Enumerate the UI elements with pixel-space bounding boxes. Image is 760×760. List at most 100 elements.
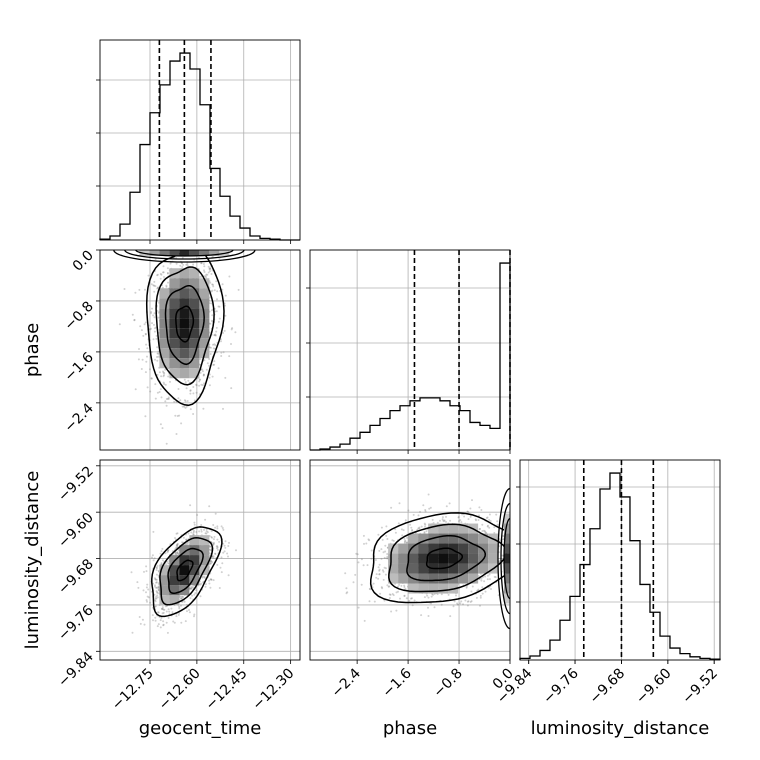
panel-geocent-time-vs-phase-point-175 xyxy=(123,288,126,290)
histogram-geocent-time-frame xyxy=(99,39,301,241)
panel-phase-vs-luminosity-distance-block--5-0 xyxy=(388,553,399,564)
panel-geocent-time-vs-luminosity-distance-point-18 xyxy=(141,618,144,621)
panel-phase-vs-luminosity-distance-point-507 xyxy=(363,619,366,622)
panel-phase-vs-luminosity-distance-point-1313 xyxy=(469,601,472,603)
panel-phase-vs-luminosity-distance-point-721 xyxy=(481,530,484,532)
panel-geocent-time-vs-luminosity-distance-point-782 xyxy=(218,587,221,589)
panel-geocent-time-vs-phase-point-1227 xyxy=(183,405,186,408)
panel-geocent-time-vs-phase-point-1275 xyxy=(138,348,140,350)
panel-geocent-time-vs-phase-point-635 xyxy=(154,358,156,361)
panel-phase-vs-luminosity-distance-point-717 xyxy=(440,593,443,596)
panel-geocent-time-vs-luminosity-distance-point-1135 xyxy=(216,546,219,549)
panel-geocent-time-vs-luminosity-distance-point-1281 xyxy=(193,615,195,618)
panel-geocent-time-vs-phase-edge-contour-1 xyxy=(124,250,245,260)
panel-phase-vs-luminosity-distance-point-1320 xyxy=(432,522,435,524)
panel-phase-vs-luminosity-distance-block-1--2 xyxy=(448,533,459,544)
panel-phase-vs-luminosity-distance-point-326 xyxy=(485,517,488,519)
panel-geocent-time-vs-phase-block--1--2 xyxy=(169,298,180,309)
panel-geocent-time-vs-phase-point-36 xyxy=(149,328,152,331)
panel-geocent-time-vs-phase-point-1238 xyxy=(199,363,201,366)
panel-phase-vs-luminosity-distance-point-359 xyxy=(471,499,473,502)
panel-geocent-time-vs-luminosity-distance-point-923 xyxy=(220,556,223,559)
panel-phase-vs-luminosity-distance-point-1119 xyxy=(469,515,472,518)
panel-geocent-time-vs-luminosity-distance-point-898 xyxy=(208,579,211,582)
panel-geocent-time-vs-phase-point-20 xyxy=(203,382,206,385)
panel-geocent-time-vs-phase-block--2-3 xyxy=(159,348,170,359)
panel-geocent-time-vs-luminosity-distance-point-885 xyxy=(194,592,197,595)
panel-geocent-time-vs-phase-point-455 xyxy=(156,359,159,362)
panel-geocent-time-vs-phase-point-1183 xyxy=(217,367,220,370)
panel-geocent-time-vs-luminosity-distance-point-378 xyxy=(216,548,219,551)
panel-geocent-time-vs-phase-point-18 xyxy=(178,414,181,417)
panel-geocent-time-vs-luminosity-distance-point-1021 xyxy=(156,596,159,599)
xtick-label-luminosity-distance-1: −9.76 xyxy=(540,665,582,707)
panel-geocent-time-vs-phase-contour-0 xyxy=(175,305,195,343)
panel-phase-vs-luminosity-distance-point-584 xyxy=(488,526,491,529)
panel-phase-vs-luminosity-distance-point-252 xyxy=(401,534,404,537)
panel-geocent-time-vs-luminosity-distance-point-711 xyxy=(152,530,155,533)
panel-geocent-time-vs-phase-point-185 xyxy=(222,332,224,334)
ytick-label-phase-0: −2.4 xyxy=(61,400,96,435)
panel-phase-vs-luminosity-distance-point-1390 xyxy=(479,604,481,607)
panel-phase-vs-luminosity-distance-point-1265 xyxy=(485,531,488,534)
panel-geocent-time-vs-phase-point-970 xyxy=(220,355,223,357)
panel-geocent-time-vs-luminosity-distance-point-932 xyxy=(193,521,196,524)
panel-phase-vs-luminosity-distance-point-146 xyxy=(483,530,486,533)
panel-geocent-time-vs-luminosity-distance-point-1031 xyxy=(161,559,164,562)
panel-phase-vs-luminosity-distance-point-750 xyxy=(370,557,373,560)
panel-phase-vs-luminosity-distance-point-981 xyxy=(466,600,469,603)
panel-phase-vs-luminosity-distance-point-1196 xyxy=(378,568,381,571)
panel-geocent-time-vs-phase-point-1353 xyxy=(157,355,160,358)
panel-geocent-time-vs-phase-point-636 xyxy=(156,287,159,290)
panel-phase-vs-luminosity-distance-point-1116 xyxy=(403,541,406,544)
panel-geocent-time-vs-phase-point-1222 xyxy=(223,329,226,332)
panel-phase-vs-luminosity-distance-point-665 xyxy=(488,573,491,576)
panel-phase-vs-luminosity-distance-point-1348 xyxy=(411,528,414,531)
panel-geocent-time-vs-luminosity-distance-point-356 xyxy=(188,609,190,611)
panel-geocent-time-vs-luminosity-distance-point-1071 xyxy=(223,544,226,547)
ytick-label-luminosity-distance-2: −9.68 xyxy=(55,556,97,598)
panel-phase-vs-luminosity-distance-point-871 xyxy=(352,581,355,584)
panel-phase-vs-luminosity-distance-point-377 xyxy=(433,606,436,609)
panel-geocent-time-vs-phase-point-222 xyxy=(212,283,214,286)
panel-phase-vs-luminosity-distance-block-3-2 xyxy=(468,573,479,584)
panel-geocent-time-vs-luminosity-distance-block--1-1 xyxy=(169,575,180,586)
panel-geocent-time-vs-luminosity-distance-point-1062 xyxy=(189,587,192,590)
ytick-label-phase-3: 0.0 xyxy=(70,248,97,275)
panel-geocent-time-vs-phase-point-1087 xyxy=(212,347,215,350)
panel-phase-vs-luminosity-distance-point-1106 xyxy=(387,585,390,588)
panel-geocent-time-vs-phase-point-1170 xyxy=(209,296,212,299)
panel-geocent-time-vs-phase-point-55 xyxy=(209,267,212,270)
panel-geocent-time-vs-phase-block--2-1 xyxy=(159,328,170,339)
panel-geocent-time-vs-phase-point-1356 xyxy=(144,332,147,335)
panel-geocent-time-vs-phase-point-339 xyxy=(156,346,159,349)
panel-phase-vs-luminosity-distance-point-307 xyxy=(385,525,388,528)
panel-geocent-time-vs-luminosity-distance-point-123 xyxy=(160,617,163,619)
panel-phase-vs-luminosity-distance-point-882 xyxy=(386,553,389,555)
panel-geocent-time-vs-phase-point-204 xyxy=(152,284,155,287)
panel-geocent-time-vs-phase-point-465 xyxy=(134,291,137,294)
panel-geocent-time-vs-luminosity-distance-point-479 xyxy=(147,588,150,591)
panel-geocent-time-vs-phase-point-289 xyxy=(166,397,169,400)
panel-geocent-time-vs-luminosity-distance-point-686 xyxy=(176,545,179,548)
panel-geocent-time-vs-luminosity-distance-point-579 xyxy=(166,631,169,634)
panel-phase-vs-luminosity-distance-block--2-2 xyxy=(418,573,429,584)
panel-geocent-time-vs-luminosity-distance-point-397 xyxy=(154,616,157,619)
panel-phase-vs-luminosity-distance-point-1047 xyxy=(412,513,415,516)
panel-phase-vs-luminosity-distance-point-904 xyxy=(365,542,368,545)
panel-phase-vs-luminosity-distance-point-846 xyxy=(380,586,383,589)
panel-geocent-time-vs-phase-block-1--1 xyxy=(189,308,200,319)
panel-geocent-time-vs-luminosity-distance-point-1380 xyxy=(162,624,165,627)
panel-geocent-time-vs-luminosity-distance-point-737 xyxy=(167,550,169,552)
panel-geocent-time-vs-phase-point-765 xyxy=(169,262,172,265)
panel-phase-vs-luminosity-distance-point-707 xyxy=(463,515,466,518)
panel-geocent-time-vs-phase-point-1130 xyxy=(161,427,164,430)
panel-geocent-time-vs-phase-block--1--4 xyxy=(169,278,180,289)
panel-geocent-time-vs-phase-edge-contour-0 xyxy=(135,250,234,257)
panel-phase-vs-luminosity-distance-point-1395 xyxy=(400,584,403,587)
panel-phase-vs-luminosity-distance-point-472 xyxy=(486,574,489,577)
panel-phase-vs-luminosity-distance-block--3-3 xyxy=(408,583,419,594)
panel-geocent-time-vs-phase-point-989 xyxy=(185,405,188,408)
panel-geocent-time-vs-luminosity-distance-point-1369 xyxy=(162,623,165,626)
